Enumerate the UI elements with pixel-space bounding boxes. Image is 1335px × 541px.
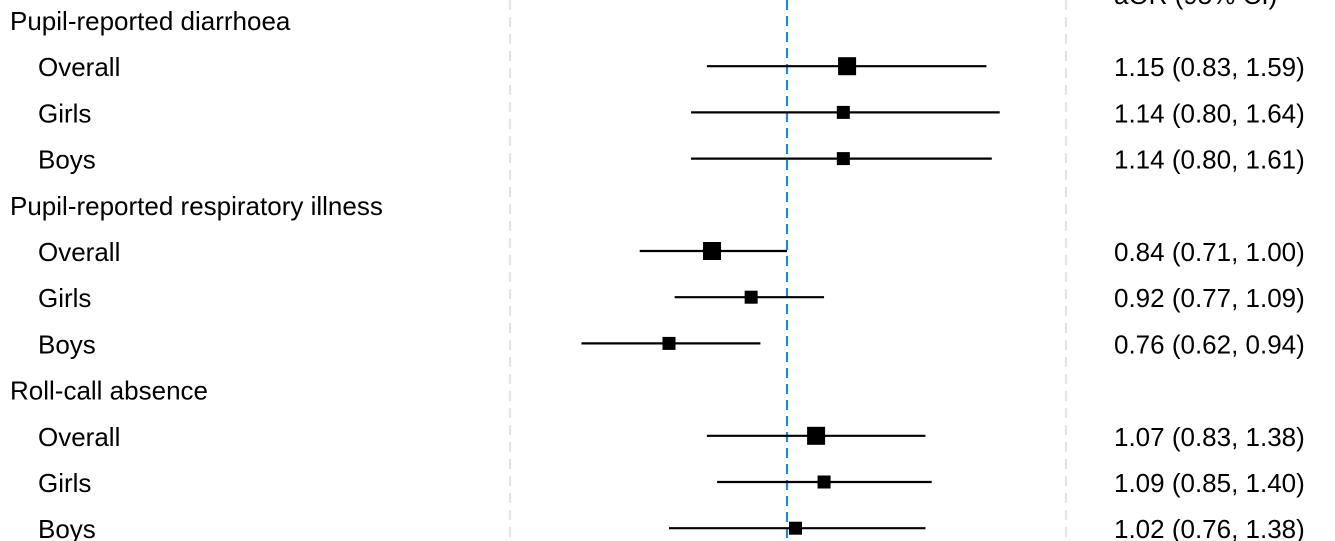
ci-label: 1.15 (0.83, 1.59) bbox=[1114, 52, 1305, 82]
ci-label: 0.84 (0.71, 1.00) bbox=[1114, 237, 1305, 267]
row-labels: aOR (95% CI) Pupil-reported diarrhoea Over… bbox=[10, 0, 1305, 541]
row-label: Girls bbox=[38, 283, 91, 313]
ci-label: 1.07 (0.83, 1.38) bbox=[1114, 422, 1305, 452]
column-dividers bbox=[509, 0, 1067, 541]
group-label: Roll-call absence bbox=[10, 376, 208, 406]
row-label: Boys bbox=[38, 329, 96, 359]
row-label: Overall bbox=[38, 422, 120, 452]
row-label: Girls bbox=[38, 98, 91, 128]
estimate-marks bbox=[581, 57, 1000, 535]
row-label: Girls bbox=[38, 468, 91, 498]
row-label: Overall bbox=[38, 52, 120, 82]
ci-label: 0.76 (0.62, 0.94) bbox=[1114, 329, 1305, 359]
estimate-square bbox=[789, 521, 803, 535]
group-label: Pupil-reported diarrhoea bbox=[10, 6, 291, 36]
estimate-square bbox=[836, 152, 850, 166]
estimate-square bbox=[807, 426, 826, 445]
ci-label: 1.02 (0.76, 1.38) bbox=[1114, 514, 1305, 541]
ci-label: 0.92 (0.77, 1.09) bbox=[1114, 283, 1305, 313]
row-label: Boys bbox=[38, 145, 96, 175]
estimate-square bbox=[838, 57, 857, 76]
ci-label: 1.14 (0.80, 1.64) bbox=[1114, 98, 1305, 128]
estimate-square bbox=[744, 290, 758, 304]
row-label: Boys bbox=[38, 514, 96, 541]
estimate-square bbox=[703, 242, 722, 260]
group-label: Pupil-reported respiratory illness bbox=[10, 191, 383, 221]
estimate-square bbox=[662, 336, 676, 350]
estimate-square bbox=[836, 105, 850, 119]
ci-label: 1.09 (0.85, 1.40) bbox=[1114, 468, 1305, 498]
ci-label: 1.14 (0.80, 1.61) bbox=[1114, 145, 1305, 175]
estimate-column-header: aOR (95% CI) bbox=[1114, 0, 1277, 10]
estimate-square bbox=[817, 475, 831, 489]
row-label: Overall bbox=[38, 237, 120, 267]
